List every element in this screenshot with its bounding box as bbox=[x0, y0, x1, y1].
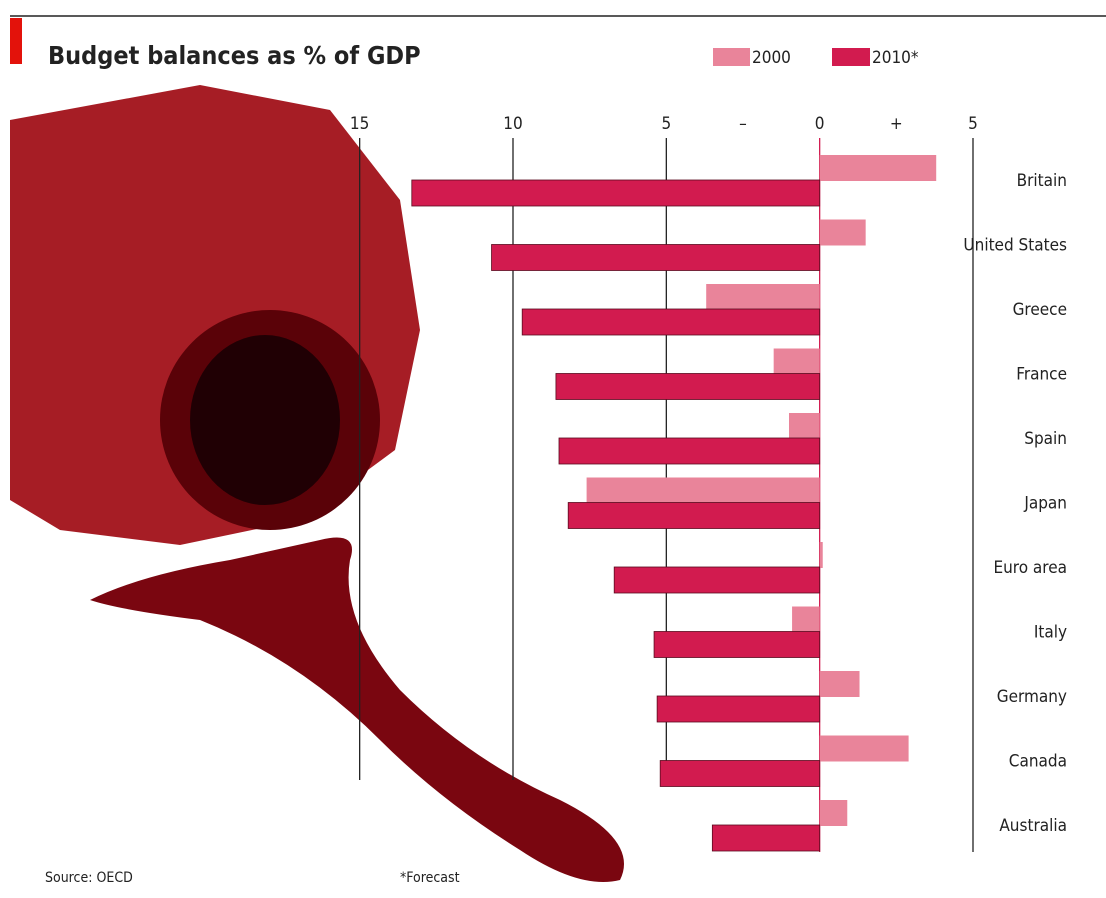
bar bbox=[558, 437, 821, 465]
x-tick-label: 15 bbox=[350, 114, 369, 134]
bar bbox=[613, 566, 821, 594]
bar bbox=[819, 542, 823, 568]
x-tick-label: 0 bbox=[815, 114, 825, 134]
bar bbox=[586, 477, 820, 504]
bar bbox=[567, 502, 821, 529]
source: Source: OECD bbox=[45, 870, 133, 886]
bar bbox=[819, 671, 860, 697]
y-tick-label: United States bbox=[963, 236, 1067, 256]
sign-label: + bbox=[890, 114, 903, 134]
bar bbox=[706, 284, 820, 310]
bar bbox=[555, 373, 821, 400]
bar bbox=[819, 219, 866, 246]
bottle-illustration bbox=[10, 85, 624, 882]
bar bbox=[792, 606, 820, 633]
x-tick-label: 5 bbox=[968, 114, 978, 134]
accent-bar bbox=[10, 18, 22, 64]
x-tick-label: 5 bbox=[661, 114, 671, 134]
legend-swatch bbox=[832, 48, 870, 66]
bar bbox=[656, 695, 821, 723]
bar bbox=[819, 155, 937, 181]
note: *Forecast bbox=[400, 870, 460, 886]
legend-label: 2000 bbox=[752, 48, 791, 68]
y-tick-label: Japan bbox=[1023, 494, 1067, 514]
bar bbox=[521, 308, 821, 336]
bar bbox=[653, 631, 821, 658]
y-tick-label: Germany bbox=[997, 687, 1067, 707]
legend-label: 2010* bbox=[872, 48, 919, 68]
y-tick-label: Euro area bbox=[993, 558, 1067, 578]
y-tick-label: Britain bbox=[1017, 171, 1067, 191]
x-tick-label: 10 bbox=[503, 114, 522, 134]
bar bbox=[659, 760, 821, 787]
bar bbox=[819, 800, 848, 826]
sign-label: – bbox=[739, 114, 747, 134]
y-tick-label: Australia bbox=[999, 816, 1067, 836]
y-tick-label: Greece bbox=[1013, 300, 1067, 320]
bar bbox=[411, 179, 821, 207]
bar bbox=[773, 348, 820, 375]
chart-title: Budget balances as % of GDP bbox=[48, 41, 421, 70]
y-tick-label: Canada bbox=[1009, 752, 1067, 772]
y-tick-label: Spain bbox=[1024, 429, 1067, 449]
bar bbox=[491, 244, 821, 271]
y-tick-label: Italy bbox=[1034, 623, 1067, 643]
bar bbox=[789, 413, 820, 439]
legend-swatch bbox=[713, 48, 750, 66]
bar bbox=[711, 824, 821, 852]
bar bbox=[819, 735, 909, 762]
y-tick-label: France bbox=[1016, 365, 1067, 385]
